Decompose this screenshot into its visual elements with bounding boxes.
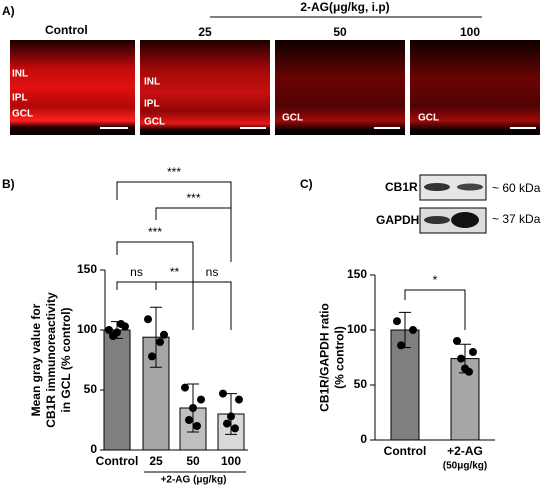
blot-band (451, 212, 479, 228)
data-point (181, 383, 189, 392)
significance-bracket (116, 241, 194, 312)
layer-label: GCL (418, 113, 439, 124)
blot-label: CB1R (385, 180, 418, 194)
significance-label: ** (170, 265, 180, 279)
blot-label: GAPDH (376, 213, 419, 227)
y-axis-label: (% control) (333, 326, 347, 389)
significance-label: *** (148, 225, 162, 239)
y-axis-label: in GCL (% control) (59, 307, 73, 412)
data-point (105, 326, 113, 334)
x-note: (50μg/kg) (443, 461, 487, 472)
data-point (189, 404, 197, 412)
data-point (197, 395, 205, 404)
group-label: Control (45, 23, 88, 37)
x-tick-label: +2-AG (447, 444, 483, 458)
y-axis-label: CB1R immunoreactivity (44, 292, 58, 428)
data-point (231, 424, 239, 433)
x-tick-label: 25 (149, 454, 163, 468)
micrograph (140, 40, 270, 135)
significance-bracket (155, 281, 194, 305)
layer-label: GCL (144, 117, 165, 128)
y-axis-label: Mean gray value for (29, 303, 43, 416)
data-point (223, 419, 231, 428)
significance-label: ns (206, 265, 219, 279)
significance-label: * (433, 273, 438, 287)
panel-label: A) (2, 4, 15, 18)
data-point (219, 389, 227, 398)
data-point (144, 315, 152, 324)
bar (103, 329, 131, 451)
data-point (185, 416, 193, 424)
micrograph (10, 40, 135, 135)
data-point (393, 317, 401, 326)
dose-label: 50 (333, 25, 347, 39)
layer-label: IPL (144, 99, 160, 110)
data-point (397, 341, 405, 350)
significance-label: *** (186, 191, 200, 205)
layer-label: INL (12, 69, 28, 80)
blot-size: ~ 37 kDa (492, 212, 541, 226)
x-tick-label: Control (96, 454, 139, 468)
y-tick-label: 0 (90, 442, 97, 456)
micrographs (10, 40, 540, 135)
y-tick-label: 150 (347, 267, 367, 281)
blot-band (457, 183, 483, 191)
y-axis-label: CB1R/GAPDH ratio (318, 303, 332, 412)
significance-label: ns (130, 265, 143, 279)
error-bar (150, 306, 162, 368)
bar (390, 329, 420, 441)
data-point (457, 354, 465, 363)
data-point (235, 395, 243, 404)
layer-label: INL (144, 77, 160, 88)
data-point (160, 330, 168, 339)
y-tick-label: 50 (354, 377, 368, 391)
data-point (156, 338, 164, 346)
blot-band (424, 216, 450, 224)
y-tick-label: 0 (360, 432, 367, 446)
micrograph (410, 40, 540, 135)
data-point (113, 328, 121, 337)
blot-band (424, 183, 450, 191)
y-tick-label: 100 (77, 322, 97, 336)
data-point (227, 412, 235, 421)
data-point (453, 337, 461, 345)
significance-bracket (116, 281, 157, 290)
blot-size: ~ 60 kDa (492, 181, 541, 195)
x-tick-label: 50 (186, 454, 200, 468)
significance-bracket (116, 181, 232, 262)
data-point (469, 348, 477, 356)
dose-label: 25 (198, 25, 212, 39)
y-tick-label: 150 (77, 262, 97, 276)
x-tick-label: 100 (221, 454, 241, 468)
panel-label: C) (300, 177, 313, 191)
significance-bracket (192, 281, 232, 330)
layer-label: IPL (12, 93, 28, 104)
micrograph (275, 40, 405, 135)
significance-label: *** (167, 165, 181, 179)
y-tick-label: 100 (347, 322, 367, 336)
data-point (461, 364, 469, 373)
group-label: +2-AG (μg/kg) (161, 475, 227, 486)
layer-label: GCL (12, 109, 33, 120)
data-point (409, 326, 417, 334)
data-point (193, 422, 201, 430)
significance-bracket (404, 289, 466, 330)
significance-bracket (155, 207, 232, 262)
y-tick-label: 50 (84, 382, 98, 396)
data-point (148, 352, 156, 361)
panel-label: B) (2, 177, 15, 191)
dose-label: 100 (460, 25, 480, 39)
western-blot (419, 174, 487, 234)
group-label: 2-AG(μg/kg, i.p) (300, 0, 389, 14)
data-point (117, 320, 125, 328)
x-tick-label: Control (384, 444, 427, 458)
layer-label: GCL (282, 113, 303, 124)
